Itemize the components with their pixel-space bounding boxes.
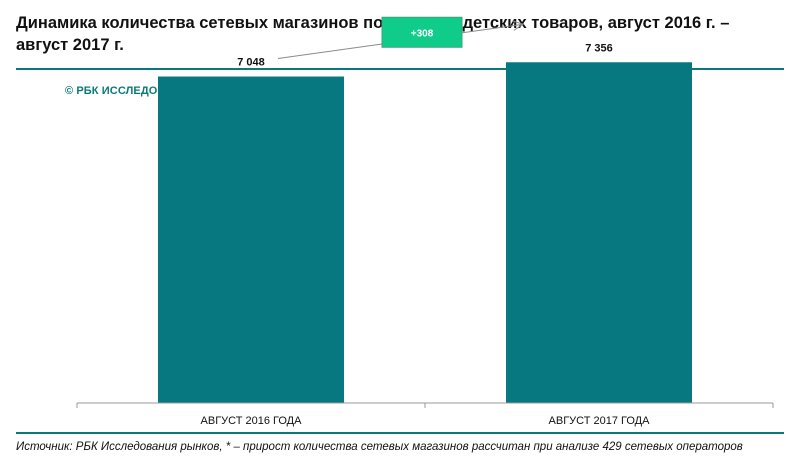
bars-group (158, 62, 692, 403)
x-axis: АВГУСТ 2016 ГОДА АВГУСТ 2017 ГОДА (76, 402, 774, 427)
category-tick-label: АВГУСТ 2017 ГОДА (549, 415, 651, 427)
change-arrow-head (512, 20, 525, 31)
data-label: 7 048 (237, 57, 265, 69)
chart-title: Динамика количества сетевых магазинов по… (16, 14, 730, 54)
top-divider (16, 68, 784, 70)
bar (506, 62, 692, 403)
source-note: Источник: РБК Исследования рынков, * – п… (16, 441, 743, 453)
category-tick-label: АВГУСТ 2016 ГОДА (201, 415, 303, 427)
bottom-divider (16, 432, 784, 434)
change-annotation: +308 (277, 16, 525, 60)
change-badge (381, 16, 463, 48)
data-label: 7 356 (585, 42, 613, 54)
change-badge-label: +308 (411, 28, 434, 39)
bar (158, 76, 344, 403)
value-labels-group: 7 048 7 356 (237, 42, 613, 68)
